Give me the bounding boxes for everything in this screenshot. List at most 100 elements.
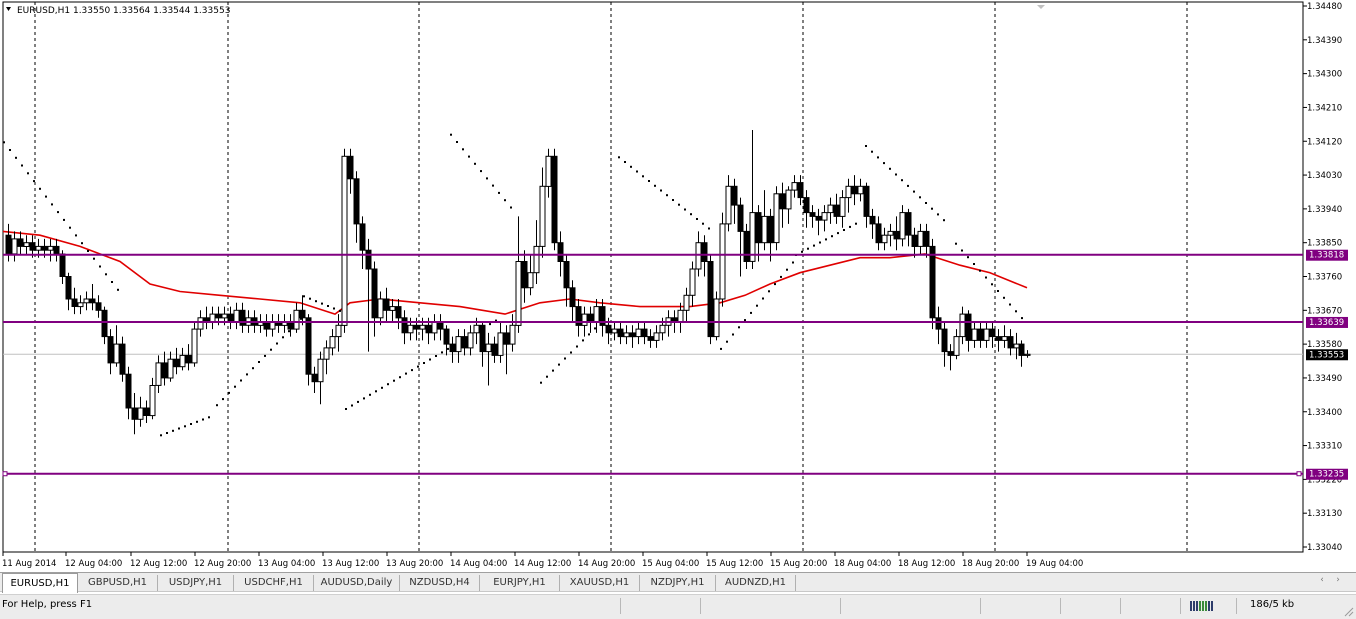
time-tick-label: 18 Aug 12:00 — [898, 559, 955, 569]
parabolic-sar-dot — [393, 379, 395, 382]
candle-bear — [443, 325, 450, 356]
candle-bear — [995, 329, 1002, 352]
candle-bear — [767, 208, 774, 262]
chart-tab[interactable]: EURJPY,H1 — [480, 575, 560, 591]
parabolic-sar-dot — [732, 333, 734, 336]
chart-menu-arrow-icon[interactable] — [6, 7, 11, 11]
candle-bull — [527, 254, 534, 296]
parabolic-sar-dot — [1021, 317, 1023, 320]
shift-marker-icon[interactable] — [1037, 5, 1045, 9]
parabolic-sar-dot — [375, 390, 377, 393]
parabolic-sar-dot — [576, 345, 578, 348]
parabolic-sar-dot — [825, 238, 827, 241]
candle-bull — [1024, 350, 1031, 358]
chart-tab[interactable]: XAUUSD,H1 — [560, 575, 640, 591]
candle-bull — [971, 321, 978, 348]
candle-bear — [299, 295, 306, 326]
parabolic-sar-dot — [21, 164, 23, 167]
horizontal-line-price-label: 1.33818 — [1309, 251, 1344, 261]
parabolic-sar-dot — [648, 180, 650, 182]
parabolic-sar-dot — [498, 191, 500, 194]
parabolic-sar-dot — [39, 187, 41, 190]
parabolic-sar-dot — [357, 400, 359, 403]
candle-bear — [947, 344, 954, 371]
tab-scroll-left-icon[interactable]: ‹ — [1320, 575, 1324, 585]
parabolic-sar-dot — [117, 288, 119, 291]
parabolic-sar-dot — [985, 276, 987, 279]
parabolic-sar-dot — [9, 149, 11, 151]
candle-bear — [803, 190, 810, 228]
candle-bear — [107, 329, 114, 375]
candle-bull — [191, 321, 198, 367]
parabolic-sar-dot — [660, 189, 662, 192]
candle-bear — [383, 287, 390, 322]
candle-bear — [131, 393, 138, 435]
parabolic-sar-dot — [333, 307, 335, 310]
candle-bull — [389, 299, 396, 322]
parabolic-sar-dot — [594, 327, 596, 330]
chart-tab[interactable]: AUDNZD,H1 — [716, 575, 796, 591]
parabolic-sar-dot — [937, 213, 939, 216]
candle-bear — [101, 306, 108, 345]
time-tick-label: 12 Aug 04:00 — [65, 559, 122, 569]
parabolic-sar-dot — [807, 247, 809, 250]
parabolic-sar-dot — [3, 141, 5, 144]
parabolic-sar-dot — [780, 275, 782, 278]
candle-bull — [137, 396, 144, 427]
candle-bear — [521, 250, 528, 303]
chart-tab[interactable]: GBPUSD,H1 — [78, 575, 158, 591]
parabolic-sar-dot — [288, 330, 290, 333]
time-tick-label: 15 Aug 20:00 — [770, 559, 827, 569]
candle-bull — [539, 167, 546, 258]
candle-bull — [179, 347, 186, 371]
candle-bear — [863, 182, 870, 228]
candle-bear — [893, 216, 900, 251]
parabolic-sar-dot — [363, 397, 365, 400]
line-anchor-handle[interactable] — [1296, 471, 1302, 477]
parabolic-sar-dot — [913, 190, 915, 193]
candle-bear — [161, 351, 168, 386]
parabolic-sar-dot — [786, 268, 788, 271]
chart-tab[interactable]: NZDUSD,H4 — [400, 575, 480, 591]
candle-bear — [185, 344, 192, 371]
line-anchor-handle[interactable] — [2, 471, 8, 477]
parabolic-sar-dot — [27, 172, 29, 175]
candle-bull — [329, 329, 336, 356]
parabolic-sar-dot — [813, 244, 815, 247]
chart-tab[interactable]: AUDUSD,Daily — [314, 575, 400, 591]
candle-bull — [23, 235, 30, 254]
chart-tab[interactable]: NZDJPY,H1 — [640, 575, 716, 591]
candle-bear — [941, 321, 948, 367]
candle-bull — [899, 205, 906, 247]
parabolic-sar-dot — [831, 235, 833, 238]
chart-tab-bar: EURUSD,H1 GBPUSD,H1 USDJPY,H1 USDCHF,H1 AUDU… — [0, 572, 1356, 593]
parabolic-sar-dot — [546, 375, 548, 378]
price-tick-label: 1.33040 — [1307, 543, 1342, 553]
status-separator — [980, 598, 981, 614]
candle-bull — [455, 329, 462, 363]
resize-grip-icon[interactable] — [1342, 605, 1354, 617]
price-tick-label: 1.33760 — [1307, 273, 1342, 283]
candle-bull — [377, 291, 384, 326]
candle-bear — [401, 310, 408, 345]
parabolic-sar-dot — [405, 372, 407, 375]
chart-tab[interactable]: USDJPY,H1 — [158, 575, 234, 591]
time-tick-label: 13 Aug 04:00 — [258, 559, 315, 569]
tab-scroll-right-icon[interactable]: › — [1336, 575, 1340, 585]
parabolic-sar-dot — [684, 208, 686, 211]
candle-bear — [365, 238, 372, 352]
parabolic-sar-dot — [708, 227, 710, 230]
price-chart[interactable]: 1.34480 1.34390 1.34300 1.34210 1.34120 1.340… — [0, 0, 1356, 572]
parabolic-sar-dot — [327, 305, 329, 307]
candle-bear — [347, 148, 354, 194]
parabolic-sar-dot — [720, 347, 722, 350]
plot-area[interactable] — [2, 1, 1304, 553]
candle-bear — [353, 171, 360, 243]
parabolic-sar-dot — [889, 167, 891, 170]
chart-tab[interactable]: USDCHF,H1 — [234, 575, 314, 591]
parabolic-sar-dot — [105, 273, 107, 276]
parabolic-sar-dot — [399, 376, 401, 379]
chart-tab[interactable]: EURUSD,H1 — [2, 573, 78, 593]
parabolic-sar-dot — [588, 333, 590, 336]
